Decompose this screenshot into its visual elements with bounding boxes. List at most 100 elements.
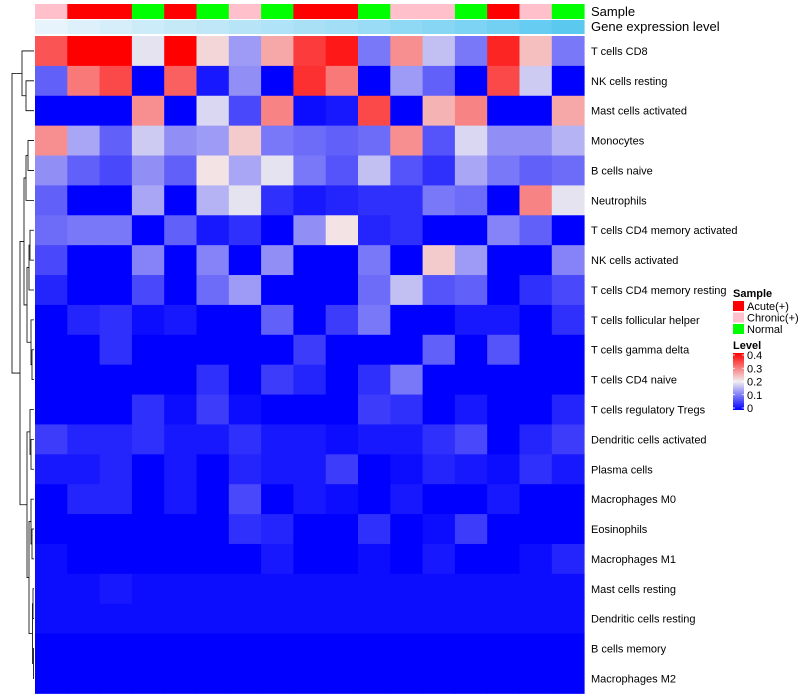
heatmap-cell [358,633,391,664]
heatmap-cell [487,424,520,455]
heatmap-cell [519,603,553,635]
legend-level-title: Level [733,340,761,352]
heatmap-cell [422,394,456,425]
heatmap-cell [487,484,520,515]
heatmap-cell [551,424,585,455]
heatmap-cell [131,543,165,575]
heatmap-cell [551,215,585,246]
heatmap-cell [358,245,391,276]
dendrogram-branch [30,319,34,366]
heatmap-cell [422,215,456,246]
heatmap-cell [67,633,101,664]
sample-annotation-cell [99,4,133,19]
heatmap-cell [228,573,262,605]
heatmap-cell [293,275,327,306]
heatmap-cell [164,633,197,664]
heatmap-cell [358,484,391,515]
heatmap-cell [358,334,391,366]
heatmap-cell [358,424,391,455]
heatmap-cell [35,245,68,276]
heatmap-cell [519,95,553,127]
heatmap-cell [99,304,133,336]
heatmap-cell [261,36,294,67]
heatmap-cell [67,304,101,336]
heatmap-cell [551,155,585,186]
heatmap-cell [35,514,68,545]
heatmap-cell [99,155,133,186]
heatmap-cell [99,95,133,127]
row-label: T cells CD4 naive [591,375,677,387]
heatmap-cell [228,36,262,67]
heatmap-cell [422,125,456,157]
heatmap-cell [358,155,391,186]
expression-annotation-cell [519,20,553,34]
legend-level-tick-label: 0.1 [747,390,762,402]
sample-annotation-cell [293,4,327,19]
heatmap-cell [131,245,165,276]
heatmap-cell [519,424,553,455]
dendrogram-branch [32,588,34,620]
heatmap-cell [131,514,165,545]
heatmap-cell [261,304,294,336]
heatmap-cell [358,454,391,485]
legend-level-tick-label: 0.2 [747,377,762,389]
heatmap-cell [67,125,101,157]
heatmap-cell [454,304,488,336]
heatmap-cell [261,245,294,276]
heatmap-cell [164,215,197,246]
heatmap-cell [131,603,165,635]
row-dendrogram [11,50,34,679]
heatmap-cell [454,514,488,545]
dendrogram-branch [25,155,34,201]
heatmap-cell [358,543,391,575]
heatmap-cell [228,215,262,246]
heatmap-cell [35,364,68,396]
dendrogram-branch [21,50,34,97]
heatmap-cell [99,394,133,425]
heatmap-cell [99,215,133,246]
heatmap-cell [35,275,68,306]
heatmap-cell [358,603,391,635]
dendrogram-branch [31,349,34,381]
sample-annotation-cell [67,4,101,19]
heatmap-cell [422,95,456,127]
heatmap-cell [131,334,165,366]
heatmap-cell [164,245,197,276]
heatmap-cell [261,603,294,635]
legend-sample-item: Chronic(+) [747,313,799,325]
heatmap-cell [487,334,520,366]
heatmap-cell [390,663,424,694]
heatmap-cell [487,185,520,216]
heatmap-cell [422,454,456,485]
heatmap-cell [551,364,585,396]
heatmap-cell [35,95,68,127]
heatmap-cell [390,484,424,515]
heatmap-cell [487,573,520,605]
sample-annotation-cell [551,4,585,19]
heatmap-cell [358,304,391,336]
heatmap-cell [261,633,294,664]
heatmap-cell [454,155,488,186]
legend-level-tick-label: 0.3 [747,363,762,375]
heatmap-cell [325,573,359,605]
heatmap-cell [228,633,262,664]
heatmap-cell [454,394,488,425]
heatmap-cell [99,484,133,515]
heatmap-cell [196,633,230,664]
heatmap-cell [35,424,68,455]
heatmap-cell [131,304,165,336]
heatmap-cell [35,334,68,366]
heatmap-cell [196,245,230,276]
sample-annotation-cell [196,4,230,19]
heatmap-cell [390,275,424,306]
row-label: Monocytes [591,136,645,148]
heatmap-cell [131,633,165,664]
heatmap-cell [35,215,68,246]
heatmap-cell [99,275,133,306]
heatmap-cell [164,454,197,485]
heatmap-cell [422,304,456,336]
heatmap-cell [454,603,488,635]
heatmap-cell [422,334,456,366]
heatmap-cell [390,543,424,575]
heatmap-cell [261,394,294,425]
